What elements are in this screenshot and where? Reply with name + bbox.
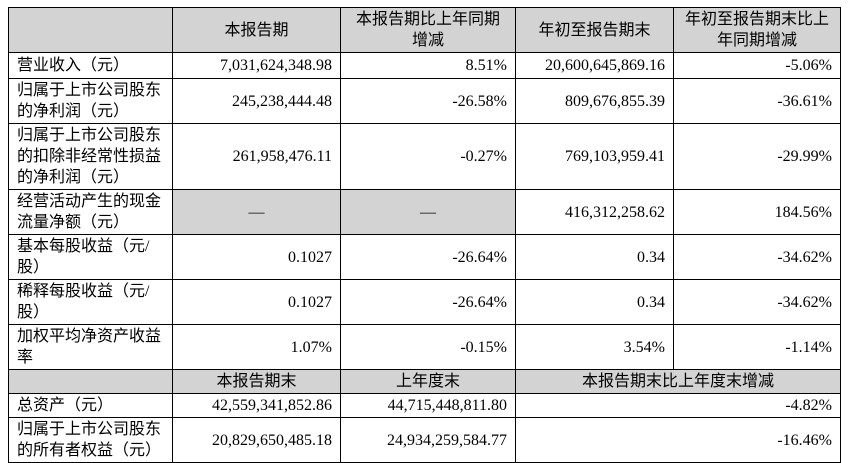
financial-summary-table: 本报告期 本报告期比上年同期增减 年初至报告期末 年初至报告期末比上年同期增减 … <box>8 7 841 463</box>
value-period-end: 20,829,650,485.18 <box>172 417 341 463</box>
value-ytd-yoy-change: -1.14% <box>673 324 841 370</box>
column-header-ytd-yoy: 年初至报告期末比上年同期增减 <box>673 7 841 53</box>
value-current-yoy-change: -26.58% <box>340 78 516 124</box>
corner-header-cell-bottom <box>8 369 173 394</box>
value-period-end: 42,559,341,852.86 <box>172 393 341 418</box>
table-row-total-assets: 总资产（元） 42,559,341,852.86 44,715,448,811.… <box>8 393 841 418</box>
value-prior-year-end: 24,934,259,584.77 <box>340 417 516 463</box>
table-row-shareholders-equity: 归属于上市公司股东的所有者权益（元） 20,829,650,485.18 24,… <box>8 417 841 463</box>
row-label: 稀释每股收益（元/股） <box>8 279 173 325</box>
document-page: 本报告期 本报告期比上年同期增减 年初至报告期末 年初至报告期末比上年同期增减 … <box>8 7 841 463</box>
value-ytd: 20,600,645,869.16 <box>515 52 674 79</box>
value-ytd: 0.34 <box>515 279 674 325</box>
value-ytd-yoy-change: -5.06% <box>673 52 841 79</box>
value-ytd-yoy-change: -36.61% <box>673 78 841 124</box>
row-label: 营业收入（元） <box>8 52 173 79</box>
bottom-header-row: 本报告期末 上年度末 本报告期末比上年度末增减 <box>8 369 841 394</box>
corner-header-cell <box>8 7 173 53</box>
column-header-prior-year-end: 上年度末 <box>340 369 516 394</box>
value-ytd-yoy-change: -34.62% <box>673 279 841 325</box>
table-row-net-profit-excl-nonrecurring: 归属于上市公司股东的扣除非经常性损益的净利润（元） 261,958,476.11… <box>8 123 841 190</box>
value-current-period: 1.07% <box>172 324 341 370</box>
value-period-end-change: -16.46% <box>515 417 841 463</box>
value-current-period-dash: — <box>172 189 341 235</box>
value-current-period: 245,238,444.48 <box>172 78 341 124</box>
table-row-basic-eps: 基本每股收益（元/股） 0.1027 -26.64% 0.34 -34.62% <box>8 234 841 280</box>
table-row-revenue: 营业收入（元） 7,031,624,348.98 8.51% 20,600,64… <box>8 52 841 79</box>
table-row-weighted-avg-roe: 加权平均净资产收益率 1.07% -0.15% 3.54% -1.14% <box>8 324 841 370</box>
value-period-end-change: -4.82% <box>515 393 841 418</box>
value-ytd: 809,676,855.39 <box>515 78 674 124</box>
value-current-yoy-change: -0.15% <box>340 324 516 370</box>
table-row-diluted-eps: 稀释每股收益（元/股） 0.1027 -26.64% 0.34 -34.62% <box>8 279 841 325</box>
table-row-net-profit: 归属于上市公司股东的净利润（元） 245,238,444.48 -26.58% … <box>8 78 841 124</box>
column-header-current-period: 本报告期 <box>172 7 341 53</box>
row-label: 基本每股收益（元/股） <box>8 234 173 280</box>
column-header-ytd: 年初至报告期末 <box>515 7 674 53</box>
row-label: 总资产（元） <box>8 393 173 418</box>
value-current-period: 261,958,476.11 <box>172 123 341 190</box>
value-ytd: 3.54% <box>515 324 674 370</box>
value-current-period: 0.1027 <box>172 279 341 325</box>
value-ytd-yoy-change: -34.62% <box>673 234 841 280</box>
value-ytd: 416,312,258.62 <box>515 189 674 235</box>
value-current-period: 0.1027 <box>172 234 341 280</box>
value-current-yoy-change-dash: — <box>340 189 516 235</box>
value-ytd: 0.34 <box>515 234 674 280</box>
row-label: 归属于上市公司股东的扣除非经常性损益的净利润（元） <box>8 123 173 190</box>
row-label: 归属于上市公司股东的净利润（元） <box>8 78 173 124</box>
value-current-yoy-change: 8.51% <box>340 52 516 79</box>
column-header-period-end-change: 本报告期末比上年度末增减 <box>515 369 841 394</box>
row-label: 经营活动产生的现金流量净额（元） <box>8 189 173 235</box>
value-current-period: 7,031,624,348.98 <box>172 52 341 79</box>
table-row-operating-cash-flow: 经营活动产生的现金流量净额（元） — — 416,312,258.62 184.… <box>8 189 841 235</box>
top-header-row: 本报告期 本报告期比上年同期增减 年初至报告期末 年初至报告期末比上年同期增减 <box>8 7 841 53</box>
value-ytd: 769,103,959.41 <box>515 123 674 190</box>
row-label: 加权平均净资产收益率 <box>8 324 173 370</box>
value-current-yoy-change: -26.64% <box>340 279 516 325</box>
row-label: 归属于上市公司股东的所有者权益（元） <box>8 417 173 463</box>
value-prior-year-end: 44,715,448,811.80 <box>340 393 516 418</box>
column-header-period-end: 本报告期末 <box>172 369 341 394</box>
value-current-yoy-change: -26.64% <box>340 234 516 280</box>
value-ytd-yoy-change: 184.56% <box>673 189 841 235</box>
value-current-yoy-change: -0.27% <box>340 123 516 190</box>
value-ytd-yoy-change: -29.99% <box>673 123 841 190</box>
column-header-current-period-yoy: 本报告期比上年同期增减 <box>340 7 516 53</box>
